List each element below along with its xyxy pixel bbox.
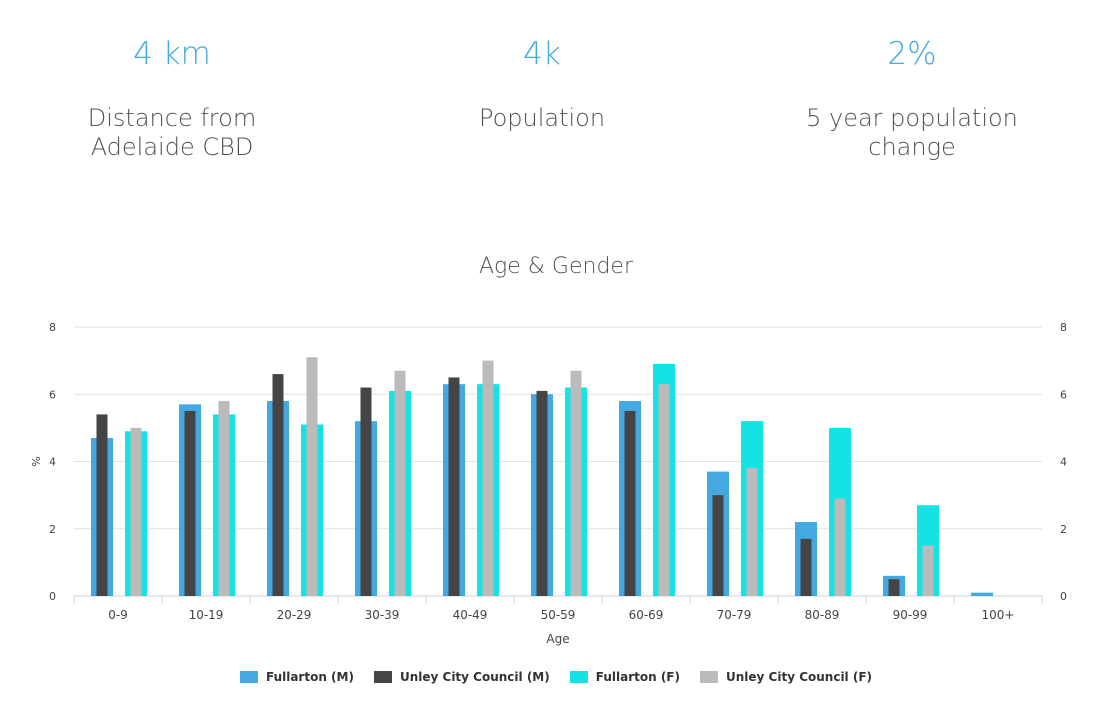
bar-unley-city-council-f bbox=[218, 400, 230, 596]
y-tick-label-right: 2 bbox=[1060, 523, 1067, 536]
x-tick-label: 60-69 bbox=[629, 608, 664, 622]
bar-unley-city-council-m bbox=[360, 387, 372, 596]
bar-unley-city-council-m bbox=[536, 390, 548, 596]
stat-distance: 4 km Distance from Adelaide CBD bbox=[12, 34, 332, 162]
y-tick-label-left: 8 bbox=[49, 321, 56, 334]
legend-swatch bbox=[239, 671, 258, 683]
x-axis-label: Age bbox=[546, 632, 569, 646]
x-tick-label: 90-99 bbox=[893, 608, 928, 622]
y-tick-label-left: 6 bbox=[49, 388, 56, 401]
legend-swatch bbox=[373, 671, 392, 683]
bar-unley-city-council-m bbox=[448, 377, 460, 596]
x-tick-label: 20-29 bbox=[277, 608, 312, 622]
x-tick-label: 70-79 bbox=[717, 608, 752, 622]
stat-value: 2% bbox=[887, 36, 937, 72]
legend-item[interactable]: Unley City Council (F) bbox=[700, 670, 872, 684]
legend-label: Unley City Council (M) bbox=[399, 670, 550, 684]
stat-value: 4 km bbox=[133, 36, 211, 72]
bar-unley-city-council-f bbox=[482, 360, 494, 596]
y-axis-label: % bbox=[30, 456, 43, 466]
stat-label: Population bbox=[478, 104, 606, 132]
y-tick-label-right: 6 bbox=[1060, 388, 1067, 401]
x-tick-label: 100+ bbox=[982, 608, 1015, 622]
legend-item[interactable]: Unley City Council (M) bbox=[373, 670, 550, 684]
chart-legend: Fullarton (M) Unley City Council (M) Fulla… bbox=[0, 670, 1112, 684]
x-tick-label: 80-89 bbox=[805, 608, 840, 622]
legend-swatch bbox=[569, 671, 588, 683]
x-tick-label: 10-19 bbox=[189, 608, 224, 622]
bar-unley-city-council-f bbox=[922, 545, 934, 596]
legend-label: Unley City Council (F) bbox=[726, 670, 873, 684]
bar-unley-city-council-f bbox=[658, 384, 670, 596]
bar-unley-city-council-m bbox=[712, 495, 724, 596]
legend-item[interactable]: Fullarton (F) bbox=[569, 670, 680, 684]
stat-population: 4k Population bbox=[382, 34, 702, 133]
y-tick-label-left: 0 bbox=[49, 590, 56, 603]
bar-unley-city-council-f bbox=[306, 357, 318, 596]
stat-value: 4k bbox=[523, 36, 561, 72]
x-tick-label: 50-59 bbox=[541, 608, 576, 622]
x-tick-label: 40-49 bbox=[453, 608, 488, 622]
bar-unley-city-council-f bbox=[834, 498, 846, 596]
bar-unley-city-council-f bbox=[570, 370, 582, 596]
bar-unley-city-council-m bbox=[272, 374, 284, 596]
y-tick-label-right: 8 bbox=[1060, 321, 1067, 334]
legend-label: Fullarton (F) bbox=[595, 670, 680, 684]
y-tick-label-left: 2 bbox=[49, 523, 56, 536]
y-tick-label-right: 4 bbox=[1060, 456, 1067, 469]
bar-unley-city-council-m bbox=[624, 411, 636, 596]
legend-label: Fullarton (M) bbox=[265, 670, 354, 684]
bar-unley-city-council-m bbox=[184, 411, 196, 596]
legend-swatch bbox=[700, 671, 718, 683]
bar-unley-city-council-m bbox=[96, 414, 108, 596]
bar-fullarton-m bbox=[971, 592, 993, 596]
age-gender-chart: 0 0 2 2 4 4 6 6 8 8% 0-9 10-19 20-29 30-39 40-49 50-59 6… bbox=[30, 321, 1067, 646]
bar-unley-city-council-f bbox=[394, 370, 406, 596]
x-tick-label: 0-9 bbox=[108, 608, 128, 622]
y-tick-label-left: 4 bbox=[49, 456, 56, 469]
stat-label: Distance from Adelaide CBD bbox=[87, 104, 257, 161]
bar-unley-city-council-m bbox=[800, 538, 812, 596]
legend-item[interactable]: Fullarton (M) bbox=[239, 670, 354, 684]
bar-unley-city-council-m bbox=[888, 579, 900, 596]
x-tick-label: 30-39 bbox=[365, 608, 400, 622]
chart-title: Age & Gender bbox=[479, 254, 633, 279]
bar-unley-city-council-f bbox=[746, 468, 758, 596]
stat-label: 5 year population change bbox=[806, 104, 1018, 161]
bar-unley-city-council-f bbox=[130, 427, 142, 596]
y-tick-label-right: 0 bbox=[1060, 590, 1067, 603]
stat-population-change: 2% 5 year population change bbox=[752, 34, 1072, 162]
